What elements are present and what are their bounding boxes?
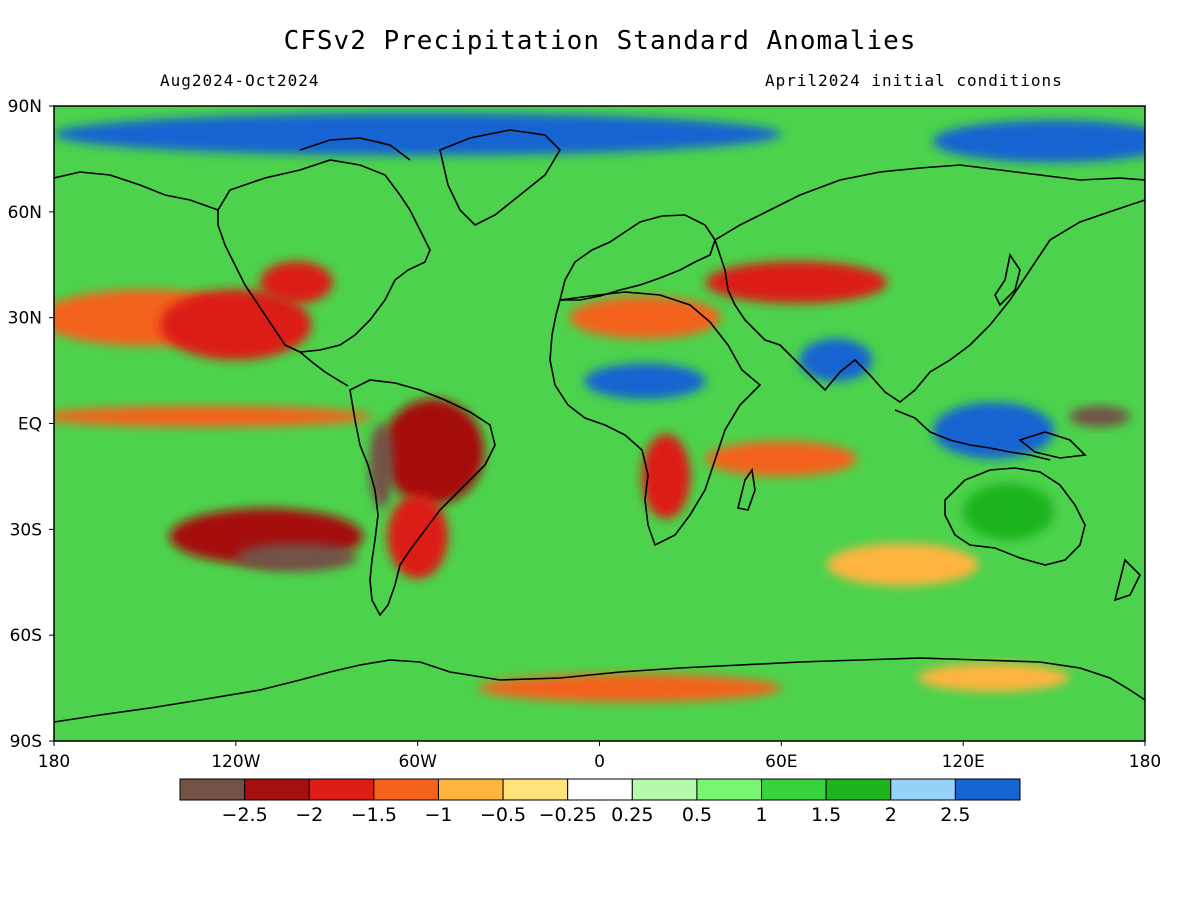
coastline-central-america	[299, 351, 349, 387]
anomaly-region	[54, 113, 782, 156]
lon-tick-label: 60W	[398, 752, 437, 772]
colorbar-swatch	[954, 778, 1021, 801]
anomaly-region	[584, 363, 706, 399]
colorbar-swatch	[696, 778, 763, 801]
coastline-japan	[994, 252, 1021, 307]
lon-tick-label: 60E	[765, 752, 797, 772]
anomaly-region	[478, 673, 782, 703]
colorbar-swatch	[825, 778, 892, 801]
colorbar-swatch	[631, 778, 698, 801]
colorbar-label: 2.5	[940, 804, 970, 826]
lon-tick-label: 180	[38, 752, 70, 772]
colorbar-label: 2	[885, 804, 897, 826]
anomaly-region	[963, 483, 1055, 540]
colorbar-label: −0.25	[539, 804, 597, 826]
map-title: CFSv2 Precipitation Standard Anomalies	[283, 26, 917, 56]
anomaly-region	[569, 296, 721, 339]
anomaly-region	[705, 261, 888, 304]
colorbar-label: 1	[755, 804, 767, 826]
colorbar-swatch	[890, 778, 956, 801]
colorbar-label: −2	[295, 804, 323, 826]
anomaly-region	[160, 289, 312, 360]
colorbar-swatch	[308, 778, 375, 801]
anomaly-region	[799, 338, 873, 382]
anomaly-region	[369, 423, 394, 509]
lat-tick-label: EQ	[18, 415, 42, 435]
latitude-axis: 90N 60N 30N EQ 30S 60S 90S	[8, 97, 54, 752]
coastline-australia	[944, 467, 1086, 566]
initial-conditions: April2024 initial conditions	[765, 71, 1063, 90]
lon-tick-label: 180	[1129, 752, 1161, 772]
anomaly-region	[381, 398, 485, 505]
colorbar: −2.5 −2 −1.5 −1 −0.5 −0.25 0.25 0.5 1 1.5 2 2.5	[179, 778, 1021, 826]
lat-tick-label: 60S	[10, 626, 42, 646]
lat-tick-label: 60N	[8, 203, 42, 223]
coastline-maritime-continent	[894, 409, 1051, 461]
anomaly-region	[705, 441, 858, 477]
colorbar-swatch	[373, 778, 439, 801]
coastline-new-guinea	[1018, 431, 1087, 459]
lat-tick-label: 30S	[10, 520, 42, 540]
coastline-asia	[714, 164, 1145, 403]
colorbar-swatch	[179, 778, 246, 801]
colorbar-label: 1.5	[811, 804, 841, 826]
anomaly-field	[54, 113, 1145, 703]
colorbar-label: −2.5	[222, 804, 268, 826]
lon-tick-label: 0	[594, 752, 605, 772]
anomaly-region	[54, 405, 373, 428]
lon-tick-label: 120W	[211, 752, 260, 772]
anomaly-region	[1069, 405, 1130, 428]
colorbar-label: −1.5	[351, 804, 397, 826]
colorbar-label: −1	[424, 804, 452, 826]
colorbar-swatch	[567, 778, 633, 801]
lat-tick-label: 90N	[8, 97, 42, 117]
coastline-africa	[549, 291, 762, 547]
colorbar-label: −0.5	[480, 804, 526, 826]
anomaly-region	[387, 494, 448, 579]
lat-tick-label: 30N	[8, 309, 42, 329]
anomaly-region	[917, 663, 1070, 692]
coastline-north-america	[217, 159, 431, 353]
anomaly-region	[826, 543, 979, 586]
forecast-period: Aug2024-Oct2024	[160, 71, 320, 90]
coastline-alaska	[54, 171, 219, 211]
lon-tick-label: 120E	[942, 752, 985, 772]
coastline-antarctica	[54, 657, 1145, 723]
colorbar-label: 0.5	[682, 804, 712, 826]
colorbar-swatch	[761, 778, 827, 801]
coastline-new-zealand	[1113, 558, 1141, 602]
coastline-europe	[558, 214, 716, 301]
anomaly-region	[235, 543, 358, 572]
longitude-axis: 180 120W 60W 0 60E 120E 180	[38, 741, 1161, 772]
coastline-greenland	[439, 129, 562, 226]
lat-tick-label: 90S	[10, 732, 42, 752]
coastline-arctic-islands	[299, 137, 411, 161]
coastline-madagascar	[737, 467, 756, 511]
coastlines	[54, 129, 1145, 723]
coastline-south-america	[349, 379, 496, 617]
anomaly-region	[932, 402, 1055, 459]
anomaly-region	[641, 434, 691, 519]
colorbar-swatch	[502, 778, 569, 801]
anomaly-region	[932, 120, 1145, 163]
anomaly-region	[260, 261, 333, 304]
colorbar-swatch	[437, 778, 504, 801]
colorbar-swatch	[244, 778, 310, 801]
colorbar-label: 0.25	[611, 804, 653, 826]
